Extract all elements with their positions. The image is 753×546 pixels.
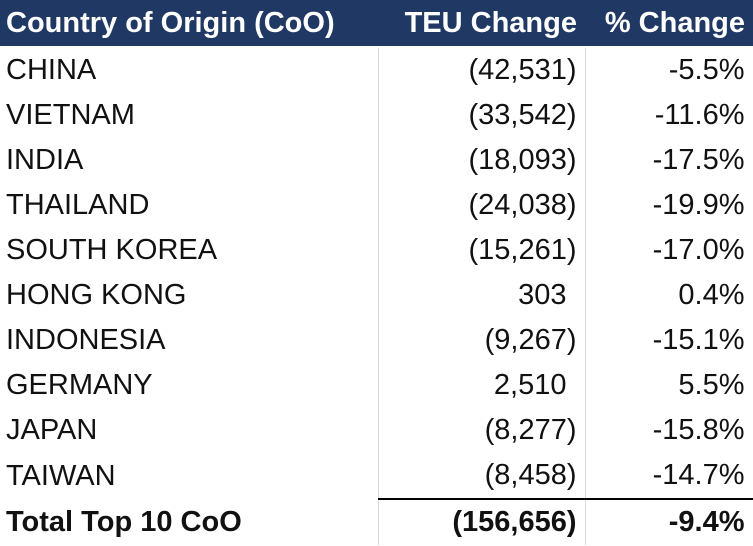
cell: (42,531) (378, 47, 586, 93)
cell: INDONESIA (0, 318, 379, 363)
header-cell: Country of Origin (CoO) (0, 0, 378, 48)
data-row: VIETNAM (33,542) -11.6% (0, 93, 753, 138)
cell: -15.1% (585, 318, 753, 363)
cell: -14.7% (585, 453, 753, 499)
cell: 5.5% (585, 363, 753, 408)
cell: (156,656) (378, 498, 586, 545)
cell: (18,093) (378, 138, 586, 183)
cell: CHINA (0, 47, 379, 93)
cell: INDIA (0, 138, 379, 183)
cell: HONG KONG (0, 273, 379, 318)
cell: 0.4% (585, 273, 753, 318)
cell: THAILAND (0, 183, 379, 228)
cell: Total Top 10 CoO (0, 499, 379, 545)
header-cell: % Change (585, 0, 753, 48)
data-row: JAPAN (8,277) -15.8% (0, 408, 753, 453)
cell: TAIWAN (0, 453, 379, 499)
cell: 303 (378, 273, 586, 318)
cell: -17.0% (585, 228, 753, 273)
cell: (24,038) (378, 183, 586, 228)
cell: 2,510 (378, 363, 586, 408)
cell: VIETNAM (0, 93, 379, 138)
data-row: SOUTH KOREA (15,261) -17.0% (0, 228, 753, 273)
cell: GERMANY (0, 363, 379, 408)
data-row: CHINA (42,531) -5.5% (0, 47, 753, 93)
data-row: GERMANY 2,510 5.5% (0, 363, 753, 408)
cell: (8,277) (378, 408, 586, 453)
data-row: INDONESIA (9,267) -15.1% (0, 318, 753, 363)
cell: (15,261) (378, 228, 586, 273)
cell: JAPAN (0, 408, 379, 453)
cell: -9.4% (585, 498, 753, 545)
cell: SOUTH KOREA (0, 228, 379, 273)
cell: (33,542) (378, 93, 586, 138)
cell: -5.5% (585, 47, 753, 93)
header-cell: TEU Change (378, 0, 585, 48)
data-row: INDIA (18,093) -17.5% (0, 138, 753, 183)
data-row: HONG KONG 303 0.4% (0, 273, 753, 318)
cell: -17.5% (585, 138, 753, 183)
data-row: THAILAND (24,038) -19.9% (0, 183, 753, 228)
cell: -15.8% (585, 408, 753, 453)
cell: (9,267) (378, 318, 586, 363)
table-body: CHINA (42,531) -5.5% VIETNAM (33,542) -11.6% I… (0, 47, 753, 545)
cell: -19.9% (585, 183, 753, 228)
cell: -11.6% (585, 93, 753, 138)
total-row: Total Top 10 CoO (156,656) -9.4% (0, 498, 753, 545)
cell: (8,458) (378, 453, 586, 499)
header-row: Country of Origin (CoO) TEU Change% Chang… (0, 0, 753, 48)
data-row: TAIWAN (8,458) -14.7% (0, 453, 753, 499)
